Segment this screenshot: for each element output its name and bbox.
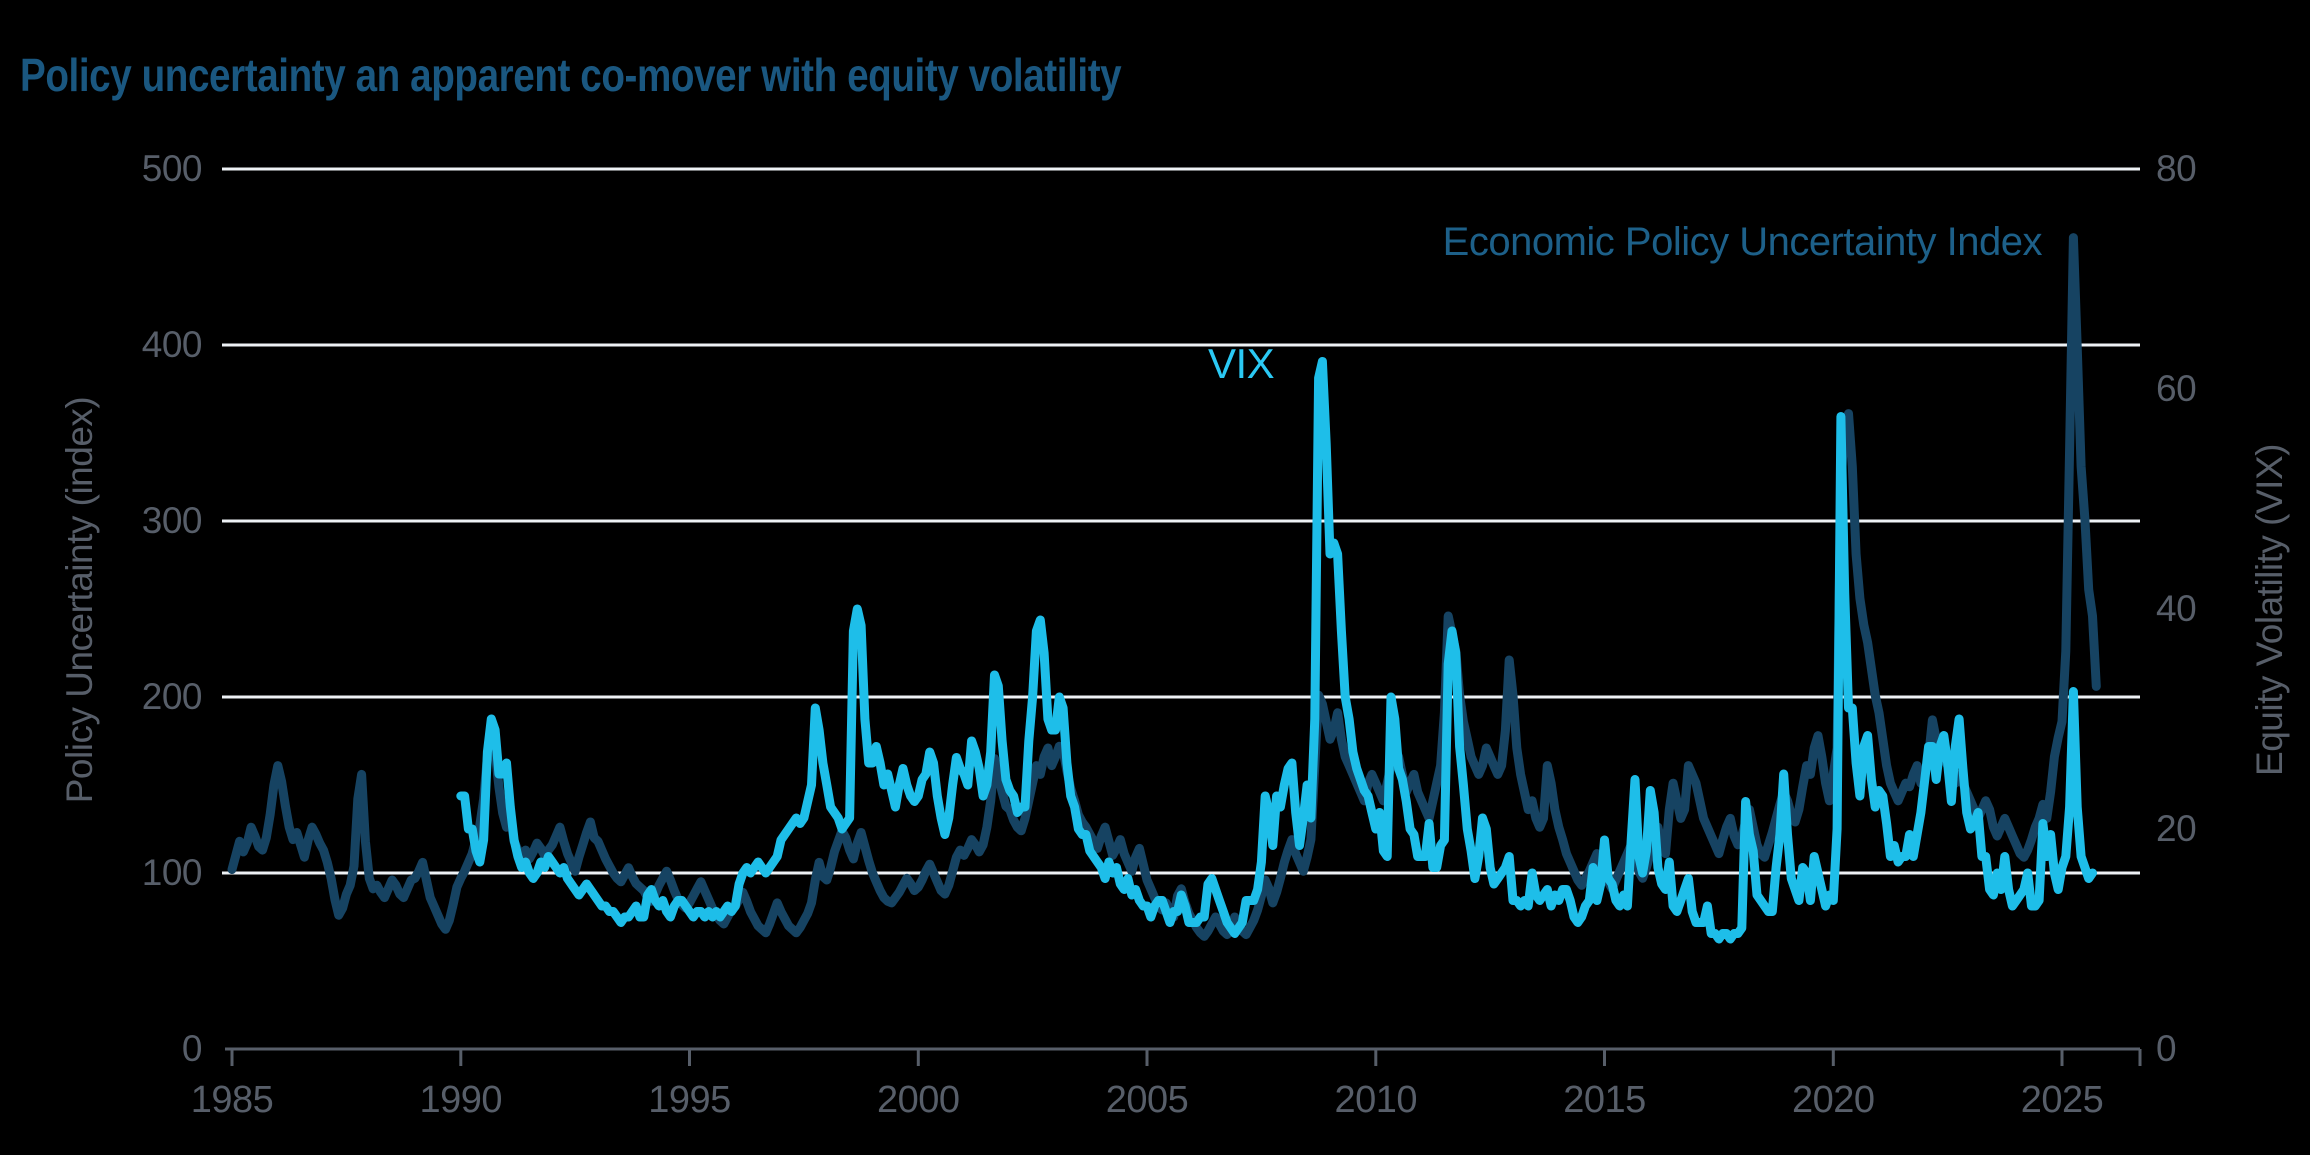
x-axis-tick-label: 2015 — [1563, 1079, 1646, 1121]
x-axis-tick-label: 2000 — [876, 1079, 960, 1121]
right-axis-tick-label: 60 — [2156, 368, 2197, 409]
x-axis-tick-label: 2020 — [1791, 1079, 1875, 1121]
x-axis-tick-label: 1995 — [648, 1079, 731, 1121]
x-axis-tick-label: 2010 — [1334, 1079, 1418, 1121]
vix-series-label: VIX — [1208, 340, 1275, 387]
left-axis-title: Policy Uncertainty (index) — [59, 396, 100, 804]
right-axis-tick-label: 0 — [2156, 1028, 2177, 1069]
left-axis-tick-label: 300 — [141, 500, 203, 541]
x-axis-tick-label: 1990 — [419, 1079, 503, 1121]
left-axis-tick-label: 200 — [141, 676, 203, 717]
right-axis-tick-label: 20 — [2156, 808, 2197, 849]
x-axis-tick-label: 2025 — [2020, 1079, 2104, 1121]
chart-title: Policy uncertainty an apparent co-mover … — [20, 49, 1122, 101]
left-axis-tick-label: 0 — [181, 1028, 203, 1069]
right-axis-title: Equity Volatility (VIX) — [2249, 444, 2290, 776]
right-axis-tick-label: 40 — [2156, 588, 2197, 629]
x-axis-tick-label: 1985 — [190, 1079, 274, 1121]
x-axis-tick-label: 2005 — [1105, 1079, 1189, 1121]
epu-series-label: Economic Policy Uncertainty Index — [1442, 220, 2043, 264]
left-axis-tick-label: 100 — [141, 852, 203, 893]
left-axis-tick-label: 500 — [141, 148, 203, 189]
vix-line — [456, 357, 2097, 944]
right-axis-tick-label: 80 — [2156, 148, 2197, 189]
left-axis-tick-label: 400 — [141, 324, 203, 365]
